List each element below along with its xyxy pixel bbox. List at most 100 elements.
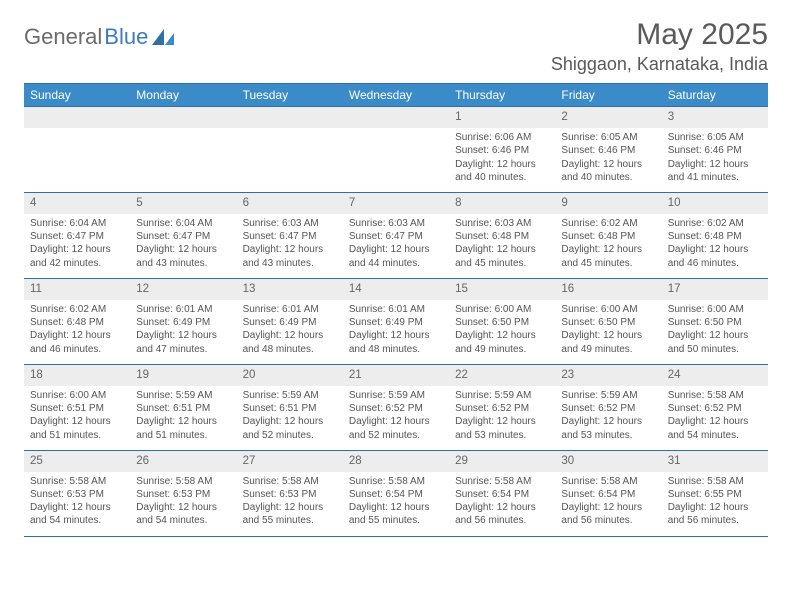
daylight-line: Daylight: 12 hours and 46 minutes. <box>30 329 124 355</box>
day-cell: Sunrise: 5:58 AMSunset: 6:53 PMDaylight:… <box>24 472 130 536</box>
daylight-line: Daylight: 12 hours and 55 minutes. <box>243 501 337 527</box>
logo-text-gray: General <box>24 24 102 50</box>
day-number: 19 <box>130 364 236 386</box>
daylight-line: Daylight: 12 hours and 56 minutes. <box>455 501 549 527</box>
sunrise-line: Sunrise: 6:03 AM <box>243 217 337 230</box>
daynum-row: 18192021222324 <box>24 364 768 386</box>
day-cell: Sunrise: 5:59 AMSunset: 6:52 PMDaylight:… <box>449 386 555 450</box>
daylight-line: Daylight: 12 hours and 48 minutes. <box>243 329 337 355</box>
day-number: 30 <box>555 450 661 472</box>
day-number <box>237 107 343 129</box>
logo-sail-icon <box>152 29 174 45</box>
sunrise-line: Sunrise: 6:02 AM <box>561 217 655 230</box>
sunrise-line: Sunrise: 5:59 AM <box>561 389 655 402</box>
day-number: 16 <box>555 278 661 300</box>
weekday-header: Tuesday <box>237 84 343 107</box>
sunset-line: Sunset: 6:49 PM <box>243 316 337 329</box>
weekday-header: Saturday <box>662 84 768 107</box>
day-cell: Sunrise: 6:05 AMSunset: 6:46 PMDaylight:… <box>555 128 661 192</box>
daylight-line: Daylight: 12 hours and 51 minutes. <box>136 415 230 441</box>
daylight-line: Daylight: 12 hours and 43 minutes. <box>243 243 337 269</box>
day-number: 1 <box>449 107 555 129</box>
day-cell: Sunrise: 6:05 AMSunset: 6:46 PMDaylight:… <box>662 128 768 192</box>
sunset-line: Sunset: 6:52 PM <box>455 402 549 415</box>
daylight-line: Daylight: 12 hours and 54 minutes. <box>136 501 230 527</box>
daynum-row: 123 <box>24 107 768 129</box>
day-number: 4 <box>24 192 130 214</box>
sunrise-line: Sunrise: 6:00 AM <box>455 303 549 316</box>
sunrise-line: Sunrise: 5:58 AM <box>668 389 762 402</box>
day-cell: Sunrise: 5:58 AMSunset: 6:55 PMDaylight:… <box>662 472 768 536</box>
weekday-header-row: Sunday Monday Tuesday Wednesday Thursday… <box>24 84 768 107</box>
title-block: May 2025 Shiggaon, Karnataka, India <box>551 18 768 75</box>
daylight-line: Daylight: 12 hours and 55 minutes. <box>349 501 443 527</box>
daylight-line: Daylight: 12 hours and 54 minutes. <box>668 415 762 441</box>
day-number: 13 <box>237 278 343 300</box>
daylight-line: Daylight: 12 hours and 41 minutes. <box>668 158 762 184</box>
daynum-row: 11121314151617 <box>24 278 768 300</box>
sunset-line: Sunset: 6:47 PM <box>349 230 443 243</box>
day-cell: Sunrise: 6:04 AMSunset: 6:47 PMDaylight:… <box>24 214 130 278</box>
sunrise-line: Sunrise: 5:58 AM <box>136 475 230 488</box>
day-cell: Sunrise: 6:01 AMSunset: 6:49 PMDaylight:… <box>130 300 236 364</box>
sunrise-line: Sunrise: 5:58 AM <box>243 475 337 488</box>
day-number: 9 <box>555 192 661 214</box>
day-number: 15 <box>449 278 555 300</box>
day-number: 20 <box>237 364 343 386</box>
day-number: 24 <box>662 364 768 386</box>
sunset-line: Sunset: 6:50 PM <box>668 316 762 329</box>
day-number: 17 <box>662 278 768 300</box>
weekday-header: Monday <box>130 84 236 107</box>
day-cell: Sunrise: 5:58 AMSunset: 6:54 PMDaylight:… <box>343 472 449 536</box>
day-cell: Sunrise: 5:58 AMSunset: 6:53 PMDaylight:… <box>237 472 343 536</box>
daylight-line: Daylight: 12 hours and 40 minutes. <box>455 158 549 184</box>
sunrise-line: Sunrise: 5:59 AM <box>455 389 549 402</box>
sunset-line: Sunset: 6:53 PM <box>30 488 124 501</box>
day-number: 11 <box>24 278 130 300</box>
daylight-line: Daylight: 12 hours and 53 minutes. <box>561 415 655 441</box>
day-number: 31 <box>662 450 768 472</box>
daylight-line: Daylight: 12 hours and 45 minutes. <box>455 243 549 269</box>
sunrise-line: Sunrise: 6:04 AM <box>136 217 230 230</box>
day-cell: Sunrise: 5:59 AMSunset: 6:51 PMDaylight:… <box>237 386 343 450</box>
sunset-line: Sunset: 6:49 PM <box>349 316 443 329</box>
sunrise-line: Sunrise: 5:58 AM <box>30 475 124 488</box>
day-cell: Sunrise: 6:01 AMSunset: 6:49 PMDaylight:… <box>343 300 449 364</box>
day-cell <box>24 128 130 192</box>
sunrise-line: Sunrise: 6:02 AM <box>668 217 762 230</box>
daynum-row: 45678910 <box>24 192 768 214</box>
daylight-line: Daylight: 12 hours and 45 minutes. <box>561 243 655 269</box>
sunrise-line: Sunrise: 6:00 AM <box>561 303 655 316</box>
day-cell: Sunrise: 6:03 AMSunset: 6:47 PMDaylight:… <box>237 214 343 278</box>
day-cell: Sunrise: 6:02 AMSunset: 6:48 PMDaylight:… <box>662 214 768 278</box>
sunrise-line: Sunrise: 5:58 AM <box>349 475 443 488</box>
day-cell: Sunrise: 6:00 AMSunset: 6:50 PMDaylight:… <box>449 300 555 364</box>
sunset-line: Sunset: 6:47 PM <box>136 230 230 243</box>
day-number: 6 <box>237 192 343 214</box>
day-cell: Sunrise: 6:03 AMSunset: 6:48 PMDaylight:… <box>449 214 555 278</box>
daylight-line: Daylight: 12 hours and 46 minutes. <box>668 243 762 269</box>
info-row: Sunrise: 6:02 AMSunset: 6:48 PMDaylight:… <box>24 300 768 364</box>
month-title: May 2025 <box>551 18 768 52</box>
day-number: 28 <box>343 450 449 472</box>
sunset-line: Sunset: 6:46 PM <box>455 144 549 157</box>
day-cell <box>343 128 449 192</box>
sunrise-line: Sunrise: 6:06 AM <box>455 131 549 144</box>
daylight-line: Daylight: 12 hours and 42 minutes. <box>30 243 124 269</box>
sunset-line: Sunset: 6:51 PM <box>136 402 230 415</box>
daynum-row: 25262728293031 <box>24 450 768 472</box>
day-number: 22 <box>449 364 555 386</box>
day-number: 14 <box>343 278 449 300</box>
day-number: 2 <box>555 107 661 129</box>
daylight-line: Daylight: 12 hours and 50 minutes. <box>668 329 762 355</box>
day-number: 5 <box>130 192 236 214</box>
info-row: Sunrise: 6:04 AMSunset: 6:47 PMDaylight:… <box>24 214 768 278</box>
weekday-header: Sunday <box>24 84 130 107</box>
day-cell: Sunrise: 6:06 AMSunset: 6:46 PMDaylight:… <box>449 128 555 192</box>
sunset-line: Sunset: 6:47 PM <box>243 230 337 243</box>
sunset-line: Sunset: 6:46 PM <box>561 144 655 157</box>
day-number: 10 <box>662 192 768 214</box>
day-cell: Sunrise: 6:00 AMSunset: 6:50 PMDaylight:… <box>555 300 661 364</box>
day-cell: Sunrise: 6:02 AMSunset: 6:48 PMDaylight:… <box>555 214 661 278</box>
day-cell: Sunrise: 5:59 AMSunset: 6:51 PMDaylight:… <box>130 386 236 450</box>
